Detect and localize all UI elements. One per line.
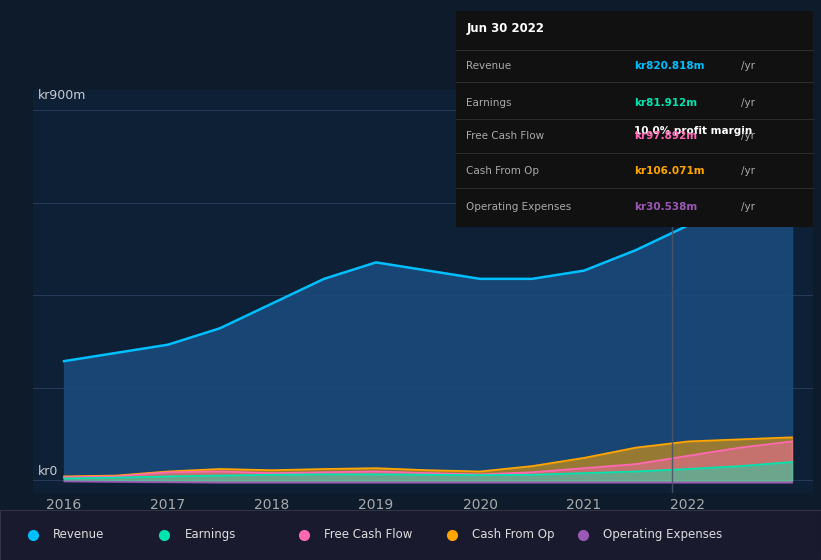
Text: /yr: /yr [741,61,755,71]
Text: kr106.071m: kr106.071m [635,166,705,176]
Text: kr900m: kr900m [38,89,86,102]
Text: /yr: /yr [741,98,755,108]
Text: kr820.818m: kr820.818m [635,61,704,71]
Text: kr81.912m: kr81.912m [635,98,697,108]
Text: Jun 30 2022: Jun 30 2022 [466,22,544,35]
Text: kr97.892m: kr97.892m [635,131,697,141]
Text: Cash From Op: Cash From Op [472,528,554,542]
Text: Free Cash Flow: Free Cash Flow [324,528,413,542]
Text: Free Cash Flow: Free Cash Flow [466,131,544,141]
Text: /yr: /yr [741,166,755,176]
Text: Cash From Op: Cash From Op [466,166,539,176]
Text: Earnings: Earnings [185,528,236,542]
Text: Revenue: Revenue [466,61,511,71]
Text: /yr: /yr [741,202,755,212]
Text: Operating Expenses: Operating Expenses [466,202,571,212]
Text: Earnings: Earnings [466,98,511,108]
Text: kr0: kr0 [38,465,58,478]
Text: kr30.538m: kr30.538m [635,202,698,212]
Text: Revenue: Revenue [53,528,105,542]
Text: /yr: /yr [741,131,755,141]
Text: Operating Expenses: Operating Expenses [603,528,722,542]
Text: 10.0% profit margin: 10.0% profit margin [635,126,753,136]
